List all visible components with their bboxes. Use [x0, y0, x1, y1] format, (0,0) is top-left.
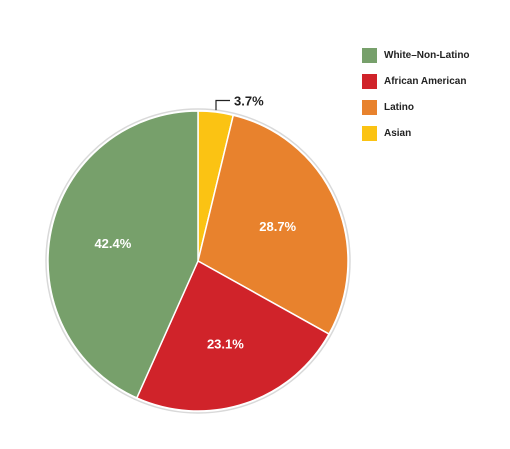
legend-label: Latino: [384, 101, 414, 113]
slice-label-latino: 28.7%: [259, 219, 296, 234]
legend: White–Non-Latino African American Latino…: [362, 42, 502, 146]
legend-swatch: [362, 73, 377, 89]
legend-item-latino: Latino: [362, 94, 502, 120]
pie-slice-african-american: [135, 259, 331, 412]
legend-item-asian: Asian: [362, 120, 502, 146]
pie-slice-white-non-latino: [47, 110, 199, 399]
legend-swatch: [362, 125, 377, 141]
callout-line-asian: [215, 99, 230, 111]
legend-item-african-american: African American: [362, 68, 502, 94]
legend-label: Asian: [384, 127, 412, 139]
legend-item-white-non-latino: White–Non-Latino: [362, 42, 502, 68]
slice-label-asian: 3.7%: [234, 94, 264, 109]
legend-label: African American: [384, 75, 467, 87]
legend-swatch: [362, 47, 377, 63]
pie-slice-latino: [197, 114, 349, 336]
legend-label: White–Non-Latino: [384, 49, 470, 61]
slice-label-african-american: 23.1%: [207, 337, 244, 352]
slice-label-white-non-latino: 42.4%: [94, 236, 131, 251]
legend-swatch: [362, 99, 377, 115]
